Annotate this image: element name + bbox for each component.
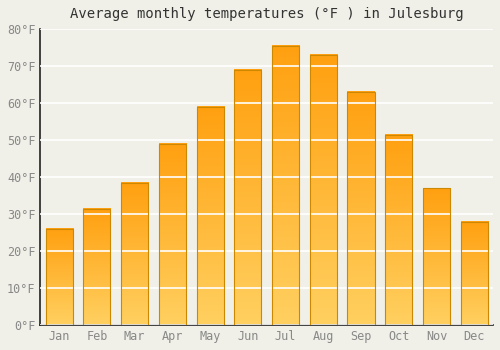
- Bar: [121, 183, 148, 325]
- Bar: [348, 92, 374, 325]
- Title: Average monthly temperatures (°F ) in Julesburg: Average monthly temperatures (°F ) in Ju…: [70, 7, 464, 21]
- Bar: [196, 107, 224, 325]
- Bar: [234, 70, 262, 325]
- Bar: [84, 209, 110, 325]
- Bar: [46, 229, 73, 325]
- Bar: [310, 55, 337, 325]
- Bar: [159, 144, 186, 325]
- Bar: [385, 134, 412, 325]
- Bar: [423, 188, 450, 325]
- Bar: [272, 46, 299, 325]
- Bar: [460, 222, 488, 325]
